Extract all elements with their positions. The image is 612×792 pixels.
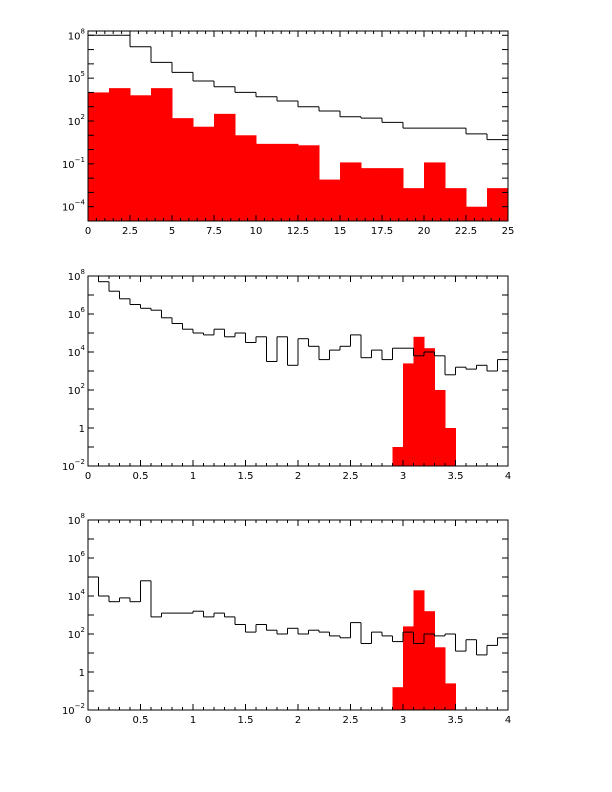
filled-bar: [319, 179, 341, 221]
y-tick-label: 10−4: [62, 199, 86, 214]
filled-bar: [434, 647, 446, 710]
x-tick-label: 22.5: [455, 226, 477, 237]
y-tick-label: 10−2: [62, 702, 85, 717]
filled-bar: [529, 220, 551, 221]
filled-bar: [361, 168, 383, 221]
x-tick-label: 2: [295, 715, 301, 726]
x-tick-label: 10: [250, 226, 263, 237]
filled-bar: [172, 118, 194, 221]
y-tick-label: 10−1: [62, 156, 85, 171]
filled-bar: [413, 590, 425, 710]
y-tick-label: 1: [79, 668, 85, 679]
x-tick-label: 1: [190, 471, 196, 482]
filled-bar: [277, 143, 299, 221]
filled-bar: [214, 113, 236, 221]
x-tick-label: 3.5: [448, 715, 464, 726]
plot-area: [88, 34, 551, 221]
x-tick-label: 1.5: [238, 715, 254, 726]
x-tick-label: 0: [85, 471, 91, 482]
filled-bar: [403, 626, 414, 710]
filled-bar: [193, 126, 215, 221]
x-tick-label: 7.5: [206, 226, 222, 237]
y-tick-label: 1: [79, 424, 85, 435]
y-tick-label: 104: [68, 344, 86, 359]
filled-bar: [445, 188, 467, 221]
x-tick-label: 12.5: [287, 226, 309, 237]
y-tick-label: 106: [68, 306, 86, 321]
panel-2: 0 0.5 1 1.5 2 2.5 3 3.5 4 10−2 1 102 104 106 108: [62, 268, 511, 482]
filled-bar: [151, 88, 173, 221]
x-tick-label: 20: [418, 226, 431, 237]
x-tick-label: 3: [400, 715, 406, 726]
x-tick-label: 2.5: [343, 715, 359, 726]
x-tick-label: 1: [190, 715, 196, 726]
x-tick-label: 15: [334, 226, 347, 237]
filled-bar: [445, 428, 456, 466]
x-tick-label: 0.5: [133, 471, 149, 482]
plot-area: [88, 576, 508, 710]
panel-3: 0 0.5 1 1.5 2 2.5 3 3.5 4 10−2 1 102 104 106 108: [62, 512, 511, 726]
filled-bar: [445, 683, 456, 710]
filled-bar: [256, 143, 278, 221]
filled-bar: [424, 611, 435, 710]
filled-bar: [88, 92, 110, 221]
x-tick-label: 0: [85, 715, 91, 726]
filled-bar: [466, 206, 488, 221]
x-tick-label: 1.5: [238, 471, 254, 482]
filled-bar: [130, 95, 152, 221]
filled-bar: [392, 447, 404, 466]
y-tick-label: 108: [68, 27, 85, 42]
x-tick-label: 4: [505, 471, 511, 482]
filled-bar: [424, 162, 446, 221]
y-tick-label: 106: [68, 550, 86, 565]
filled-bar: [109, 88, 131, 221]
filled-bar: [392, 687, 404, 710]
x-tick-label: 3.5: [448, 471, 464, 482]
x-tick-label: 0: [85, 226, 91, 237]
x-tick-label: 17.5: [371, 226, 393, 237]
x-tick-label: 2.5: [343, 471, 359, 482]
filled-bar: [508, 192, 530, 221]
x-tick-label: 5: [169, 226, 175, 237]
filled-bar: [487, 188, 508, 221]
x-tick-label: 0.5: [133, 715, 149, 726]
y-tick-label: 105: [68, 70, 85, 85]
filled-bar: [340, 162, 362, 221]
x-tick-label: 25: [502, 226, 515, 237]
filled-bar: [382, 168, 404, 221]
y-tick-label: 104: [68, 588, 86, 603]
y-tick-label: 10−2: [62, 458, 85, 473]
y-tick-label: 102: [68, 113, 85, 128]
y-tick-label: 108: [68, 512, 85, 527]
filled-bar: [434, 390, 446, 466]
filled-bar: [413, 336, 425, 466]
y-tick-label: 108: [68, 268, 85, 283]
y-tick-label: 102: [68, 626, 85, 641]
x-tick-label: 2: [295, 471, 301, 482]
y-tick-label: 102: [68, 382, 85, 397]
x-tick-label: 4: [505, 715, 511, 726]
panel-1: 0 2.5 5 7.5 10 12.5 15 17.5 20 22.5 25 10−4 10−1 102 1…: [62, 27, 551, 237]
filled-bar: [424, 348, 435, 466]
filled-bar: [298, 145, 320, 221]
x-tick-label: 3: [400, 471, 406, 482]
x-tick-label: 2.5: [122, 226, 138, 237]
filled-bar: [403, 188, 425, 221]
filled-bar: [403, 363, 414, 466]
filled-bar: [235, 135, 257, 221]
plot-area: [88, 276, 508, 466]
